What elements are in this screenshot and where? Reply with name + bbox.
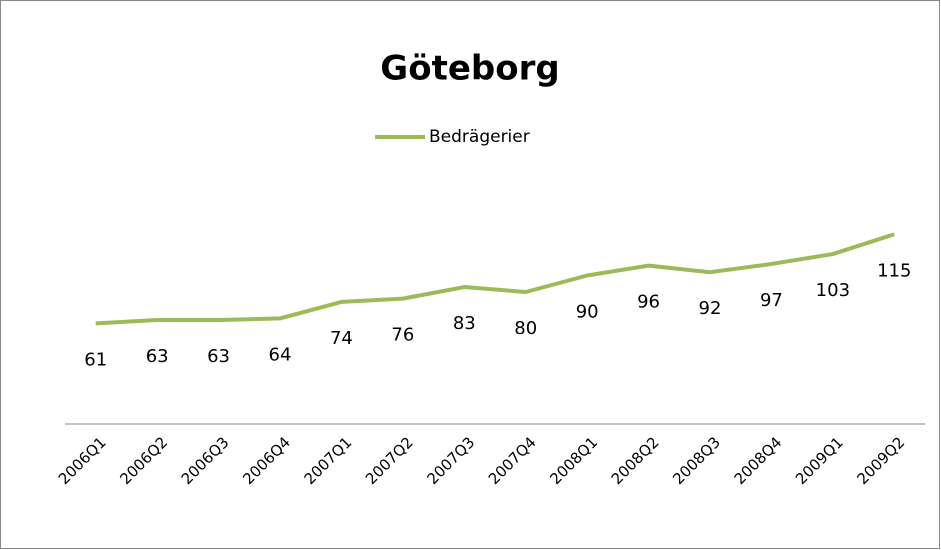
data-label: 115 xyxy=(877,260,911,281)
data-label: 80 xyxy=(514,318,537,339)
data-line xyxy=(95,232,895,326)
data-label: 76 xyxy=(391,325,414,346)
data-label: 74 xyxy=(330,328,353,349)
data-label: 61 xyxy=(84,349,107,370)
data-label: 83 xyxy=(453,313,476,334)
data-label: 96 xyxy=(637,292,660,313)
data-label: 63 xyxy=(207,346,230,367)
chart-title: Göteborg xyxy=(380,49,559,89)
data-label: 92 xyxy=(699,298,722,319)
legend-label: Bedrägerier xyxy=(429,127,530,147)
data-label: 63 xyxy=(146,346,169,367)
data-label: 90 xyxy=(576,302,599,323)
data-label: 97 xyxy=(760,290,783,311)
data-label: 64 xyxy=(269,344,292,365)
data-label: 103 xyxy=(816,280,850,301)
